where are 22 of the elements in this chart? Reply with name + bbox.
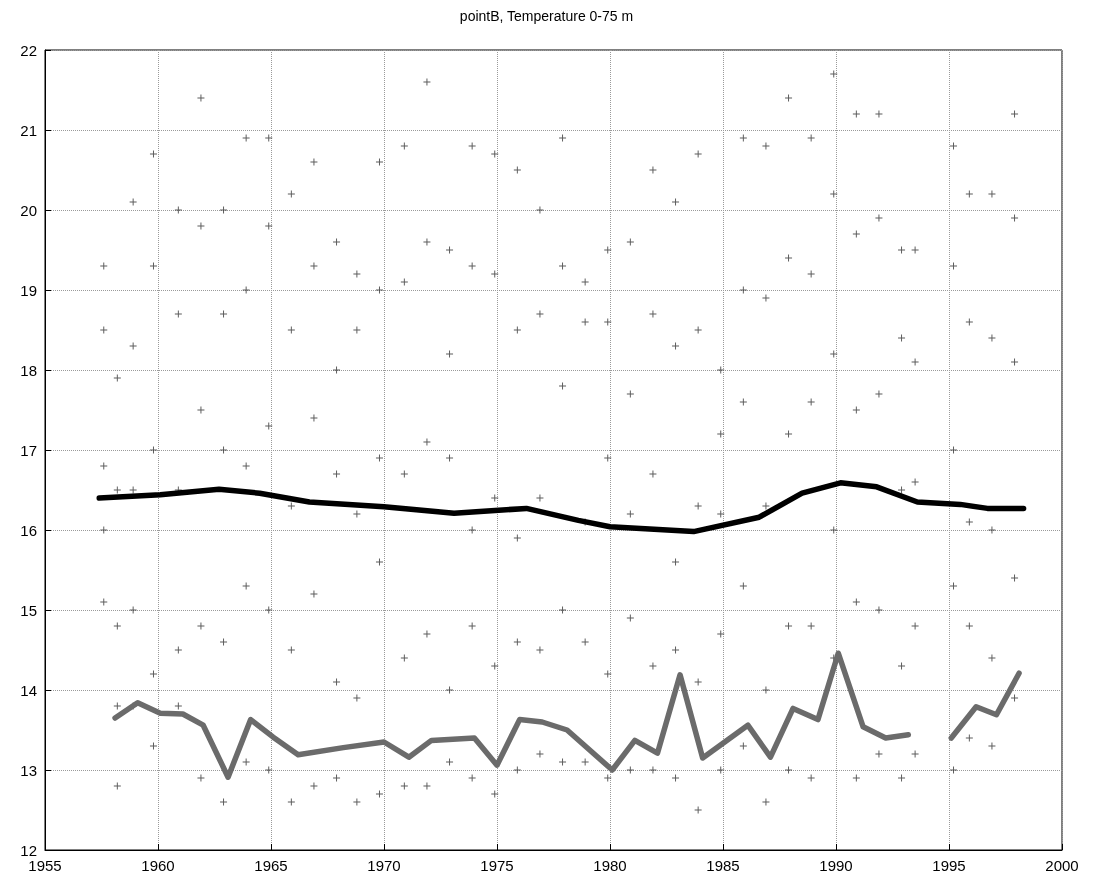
y-tick-label: 14 [20,681,37,699]
x-tick-label: 1970 [367,857,401,874]
y-tick-label: 21 [20,121,37,139]
y-tick-label: 22 [20,41,37,59]
y-tick-label: 15 [20,601,37,619]
y-tick-label: 17 [20,441,37,459]
x-tick-label: 1995 [932,857,966,874]
x-tick-label: 1980 [593,857,627,874]
y-tick-label: 20 [20,201,37,219]
x-tick-label: 1985 [706,857,740,874]
x-tick-label: 1975 [480,857,514,874]
x-tick-label: 1965 [254,857,288,874]
y-tick-label: 16 [20,521,37,539]
y-tick-label: 12 [20,841,37,859]
y-tick-label: 13 [20,761,37,779]
x-tick-label: 1990 [819,857,853,874]
y-tick-label: 19 [20,281,37,299]
y-tick-label: 18 [20,361,37,379]
x-tick-label: 2000 [1045,857,1079,874]
chart-title: pointB, Temperature 0-75 m [459,8,634,24]
x-tick-label: 1955 [28,857,62,874]
x-tick-label: 1960 [141,857,175,874]
